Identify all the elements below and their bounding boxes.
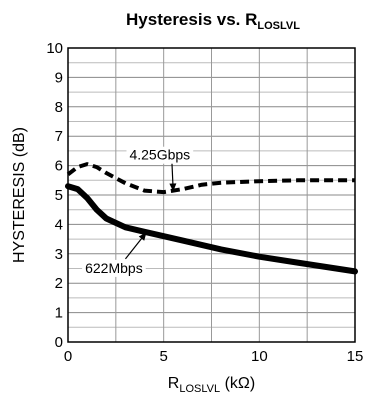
plot-area-border	[67, 47, 356, 343]
x-tick-label: 0	[64, 348, 72, 365]
chart-title: Hysteresis vs. RLOSLVL	[126, 10, 300, 32]
y-tick-label: 4	[55, 216, 63, 233]
y-tick-label: 7	[55, 128, 63, 145]
y-tick-label: 1	[55, 305, 63, 322]
y-tick-label: 10	[46, 40, 63, 57]
annotation-arrowhead	[169, 183, 177, 192]
plot-frame	[67, 47, 356, 343]
y-tick-label: 9	[55, 69, 63, 86]
annotation-label-622mbps: 622Mbps	[85, 260, 143, 276]
annotation-backdrop	[82, 259, 146, 277]
annotation-label-425gbps: 4.25Gbps	[129, 147, 190, 163]
x-tick-label: 5	[159, 348, 167, 365]
tick-labels: 0 1 2 3 4 5 6 7 8 9 10 0 5 10 15	[46, 40, 363, 365]
y-tick-label: 5	[55, 187, 63, 204]
x-tick-label: 15	[347, 348, 364, 365]
annotation-arrowhead	[138, 232, 147, 241]
y-axis-label: HYSTERESIS (dB)	[11, 127, 28, 263]
annotation-backdrop	[126, 146, 194, 164]
x-axis-label: RLOSLVL (kΩ)	[168, 375, 255, 395]
x-tick-label: 10	[251, 348, 268, 365]
y-tick-label: 2	[55, 275, 63, 292]
y-tick-label: 8	[55, 99, 63, 116]
y-tick-label: 0	[55, 334, 63, 351]
y-tick-label: 6	[55, 158, 63, 175]
annotations: 4.25Gbps 622Mbps	[82, 146, 194, 277]
y-tick-label: 3	[55, 246, 63, 263]
series-layer	[65, 162, 358, 275]
series-line-622mbps	[65, 183, 358, 275]
grid	[67, 47, 356, 343]
